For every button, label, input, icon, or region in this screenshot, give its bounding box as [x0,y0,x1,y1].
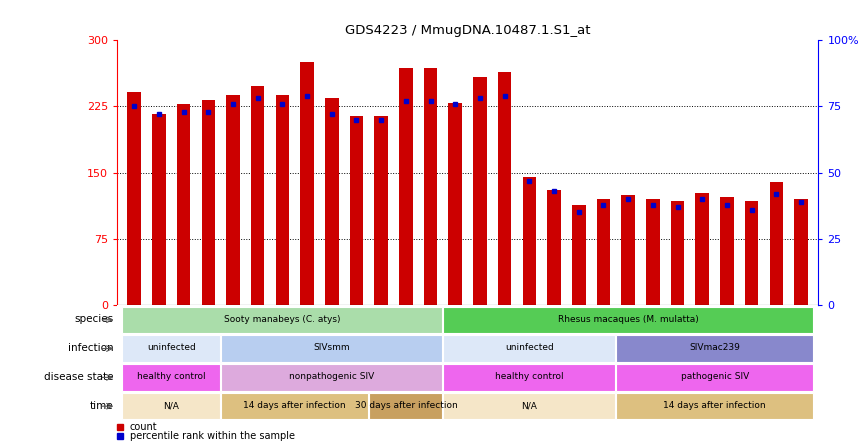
Text: uninfected: uninfected [505,344,553,353]
Bar [152,114,165,305]
Bar [226,95,240,305]
Bar [122,364,220,391]
Text: percentile rank within the sample: percentile rank within the sample [130,431,294,441]
Bar [443,306,813,333]
Bar [221,393,368,420]
Bar [646,199,660,305]
Bar [671,201,684,305]
Bar [177,103,191,305]
Bar [547,190,561,305]
Text: 14 days after infection: 14 days after infection [243,401,346,410]
Text: disease state: disease state [44,372,113,382]
Text: healthy control: healthy control [495,373,564,381]
Text: infection: infection [68,343,113,353]
Bar [572,206,585,305]
Bar [721,198,734,305]
Bar [423,68,437,305]
Text: 14 days after infection: 14 days after infection [663,401,766,410]
Bar [597,199,611,305]
Bar [122,335,220,362]
Bar [301,62,313,305]
Bar [221,364,443,391]
Text: SIVmac239: SIVmac239 [689,344,740,353]
Text: healthy control: healthy control [137,373,205,381]
Text: time: time [90,400,113,411]
Bar [617,364,813,391]
Bar [221,335,443,362]
Bar [695,193,709,305]
Text: count: count [130,422,157,432]
Bar [770,182,783,305]
Text: N/A: N/A [164,401,179,410]
Text: 30 days after infection: 30 days after infection [354,401,457,410]
Bar [443,335,616,362]
Bar [369,393,443,420]
Bar [622,195,635,305]
Bar [443,364,616,391]
Bar [122,306,443,333]
Bar [202,100,215,305]
Title: GDS4223 / MmugDNA.10487.1.S1_at: GDS4223 / MmugDNA.10487.1.S1_at [345,24,591,37]
Bar [745,201,759,305]
Text: uninfected: uninfected [147,344,196,353]
Bar [617,335,813,362]
Text: N/A: N/A [521,401,537,410]
Text: Sooty manabeys (C. atys): Sooty manabeys (C. atys) [224,315,340,324]
Bar [399,68,413,305]
Bar [498,72,512,305]
Bar [522,177,536,305]
Text: Rhesus macaques (M. mulatta): Rhesus macaques (M. mulatta) [558,315,699,324]
Text: species: species [74,314,113,324]
Bar [127,92,141,305]
Text: SIVsmm: SIVsmm [313,344,350,353]
Bar [325,98,339,305]
Bar [122,393,220,420]
Bar [443,393,616,420]
Bar [449,103,462,305]
Bar [794,199,808,305]
Bar [275,95,289,305]
Text: pathogenic SIV: pathogenic SIV [681,373,749,381]
Bar [251,86,264,305]
Bar [473,77,487,305]
Bar [374,116,388,305]
Text: nonpathogenic SIV: nonpathogenic SIV [289,373,374,381]
Bar [350,116,363,305]
Bar [617,393,813,420]
